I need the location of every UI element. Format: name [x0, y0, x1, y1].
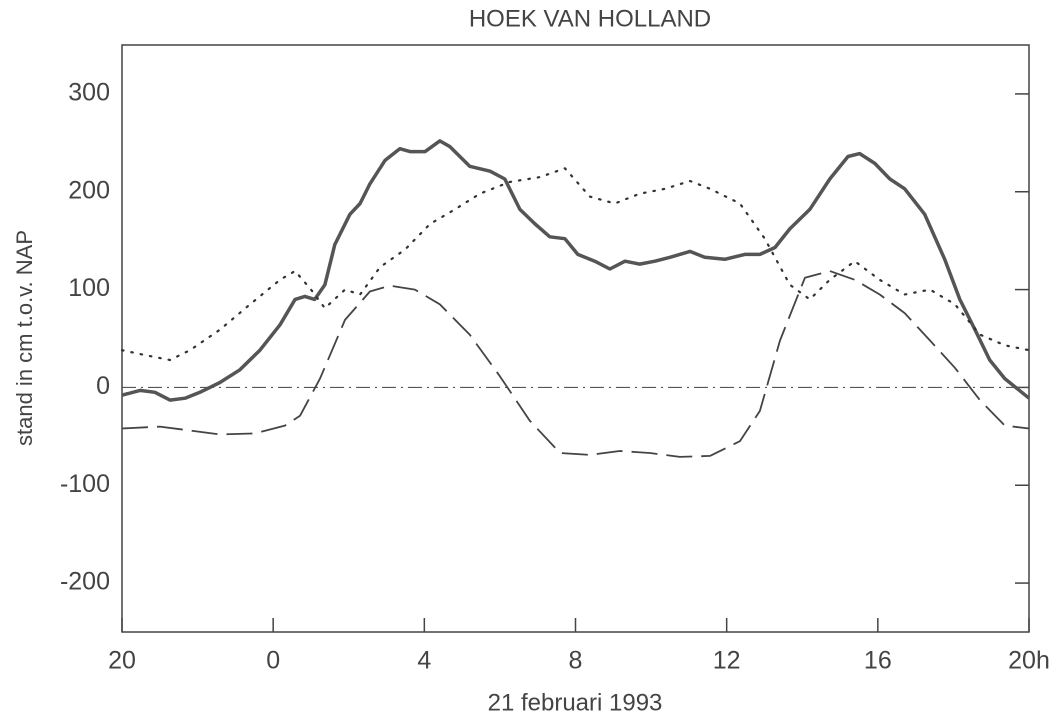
y-axis-label: stand in cm t.o.v. NAP — [12, 230, 37, 446]
y-tick-label: -200 — [60, 568, 110, 596]
series-line — [121, 139, 1031, 402]
y-tick-label: 200 — [68, 176, 110, 204]
series-line — [121, 270, 1030, 458]
y-tick-label: -100 — [60, 470, 110, 498]
chart-title: HOEK VAN HOLLAND — [469, 5, 711, 32]
series-line — [120, 167, 1031, 362]
x-tick-label: 8 — [569, 647, 583, 675]
plot-frame — [121, 44, 1030, 633]
x-tick-label: 20h — [1008, 647, 1050, 675]
y-tick-label: 100 — [68, 274, 110, 302]
x-tick-label: 4 — [417, 647, 431, 675]
x-tick-label: 0 — [266, 647, 280, 675]
x-tick-label: 20 — [108, 647, 136, 675]
x-axis-label: 21 februari 1993 — [488, 689, 663, 716]
x-tick-label: 12 — [713, 647, 741, 675]
y-tick-label: 0 — [96, 372, 110, 400]
x-tick-label: 16 — [864, 647, 892, 675]
y-tick-label: 300 — [68, 79, 110, 107]
